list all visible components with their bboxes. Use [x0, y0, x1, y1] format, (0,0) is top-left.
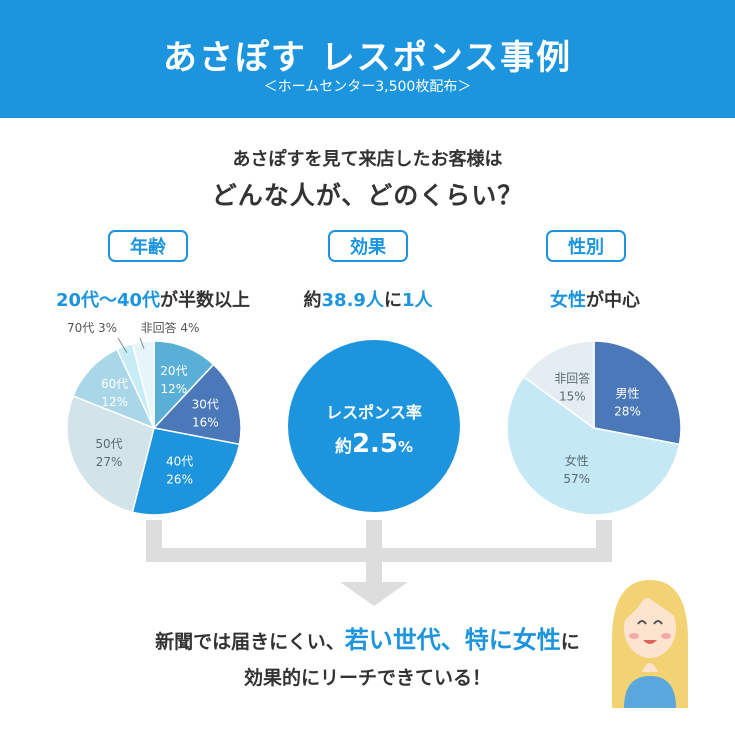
conclusion-part-c: に — [560, 631, 580, 653]
tag-age: 年齢 — [108, 230, 188, 262]
age-pie-leader-5 — [117, 337, 128, 353]
age-pie-label-6: 非回答 4% — [141, 320, 200, 335]
response-rate-prefix: 約 — [335, 436, 352, 457]
gender-headline-rest: が中心 — [586, 290, 640, 311]
tag-gender: 性別 — [546, 230, 626, 262]
age-pie-label-4: 60代 — [101, 377, 128, 391]
effect-headline-count: 1人 — [401, 290, 433, 311]
header-banner: あさぽす レスポンス事例 ＜ホームセンター3,500枚配布＞ — [0, 0, 735, 118]
age-pie-value-1: 16% — [192, 415, 219, 429]
conclusion-part-a: 新聞では届きにくい、 — [155, 631, 345, 653]
effect-headline-pre: 約 — [303, 290, 322, 311]
connector-arrowhead — [340, 582, 408, 606]
age-pie-value-3: 27% — [96, 455, 123, 469]
response-rate-circle: レスポンス率 約2.5% — [288, 340, 460, 512]
gender-pie-value-0: 28% — [614, 404, 641, 418]
age-headline-highlight: 20代〜40代 — [55, 290, 161, 311]
page-title: あさぽす レスポンス事例 — [162, 38, 573, 78]
gender-pie-value-2: 15% — [559, 389, 586, 403]
age-pie-label-3: 50代 — [95, 437, 122, 451]
gender-pie-chart: 男性 28% 女性 57% 非回答 15% — [506, 340, 682, 516]
age-pie-leader-6 — [139, 337, 145, 349]
age-pie-slice-3 — [66, 394, 155, 514]
gender-pie-value-1: 57% — [563, 472, 590, 486]
age-pie-slice-1 — [152, 363, 242, 446]
gender-pie-slice-2 — [522, 340, 595, 430]
age-headline: 20代〜40代が半数以上 — [28, 286, 278, 312]
effect-headline-mid: に — [383, 290, 402, 311]
response-rate-unit: % — [398, 438, 413, 456]
age-pie-chart: 20代 12% 30代 16% 40代 26% 50代 27% 60代 12% 70代 3% 非回答 … — [66, 320, 242, 516]
age-pie-label-0: 20代 — [160, 364, 187, 378]
gender-headline: 女性が中心 — [505, 286, 685, 312]
gender-pie-label-1: 女性 — [565, 453, 589, 468]
age-pie-label-2: 40代 — [166, 454, 193, 468]
age-pie-slice-0 — [153, 340, 215, 430]
connector-down-stem — [366, 548, 382, 584]
age-headline-rest: が半数以上 — [160, 290, 251, 311]
gender-headline-highlight: 女性 — [550, 290, 586, 311]
age-pie-value-4: 12% — [101, 395, 128, 409]
woman-avatar-icon — [612, 580, 688, 708]
age-pie-slice-2 — [131, 427, 241, 516]
question-line-2: どんな人が、どのくらい？ — [211, 181, 524, 210]
effect-headline-value: 38.9人 — [321, 290, 384, 311]
conclusion-line-2: 効果的にリーチできている！ — [243, 667, 491, 689]
age-pie-label-5: 70代 3% — [67, 321, 117, 335]
response-rate-value: 約2.5% — [335, 429, 413, 459]
gender-pie-label-0: 男性 — [616, 386, 640, 400]
effect-headline: 約38.9人に1人 — [278, 286, 458, 312]
response-rate-disc — [288, 340, 460, 512]
age-pie-value-2: 26% — [166, 472, 193, 486]
question-line-1: あさぽすを見て来店したお客様は — [232, 149, 503, 170]
age-pie-slice-6 — [131, 340, 155, 429]
conclusion-highlight: 若い世代、特に女性 — [344, 626, 561, 654]
response-rate-label: レスポンス率 — [326, 403, 422, 422]
connector-arrow — [146, 520, 612, 606]
conclusion-line-1: 新聞では届きにくい、若い世代、特に女性に — [0, 620, 735, 655]
gender-pie-label-2: 非回答 — [554, 370, 590, 385]
age-pie-label-1: 30代 — [192, 397, 219, 411]
page-subtitle: ＜ホームセンター3,500枚配布＞ — [263, 79, 472, 95]
gender-pie-slice-1 — [506, 375, 681, 516]
age-pie-slice-4 — [72, 348, 156, 430]
age-pie-value-0: 12% — [161, 382, 188, 396]
gender-pie-slice-0 — [593, 340, 682, 446]
response-rate-number: 2.5 — [352, 429, 398, 459]
tag-effect: 効果 — [328, 230, 408, 262]
